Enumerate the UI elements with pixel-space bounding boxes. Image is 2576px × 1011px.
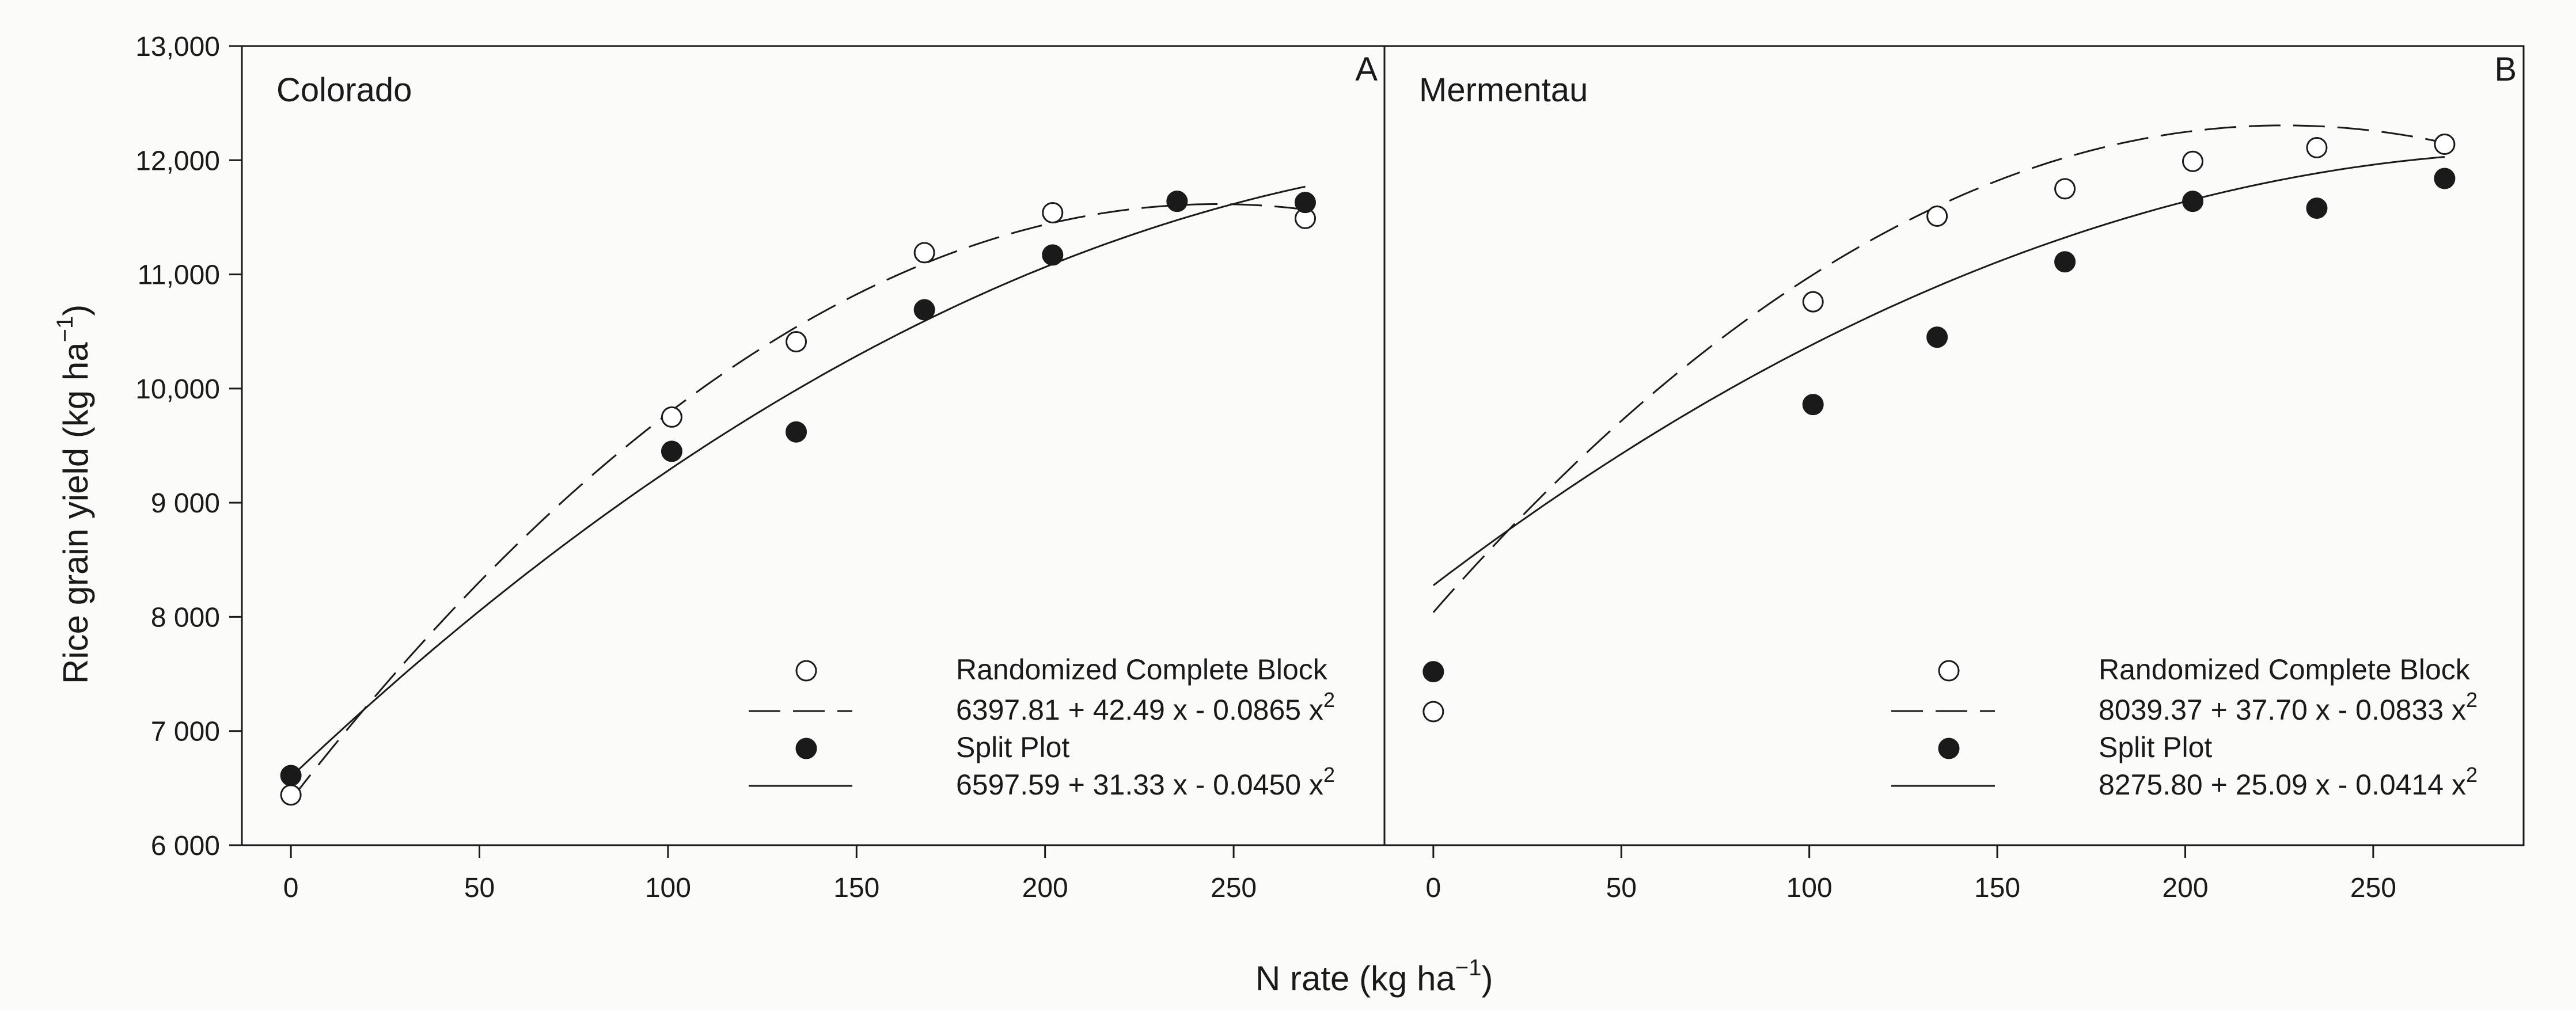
x-tick-label: 150 [1974,873,2020,903]
colorado-split-plot-point [661,440,682,462]
colorado-split-plot-point [1042,244,1064,266]
mermentau-randomized-complete-block-point [1422,701,1444,723]
colorado-legend-randomized-complete-block-symbol [795,660,817,682]
y-axis-title: Rice grain yield (kg ha−1) [52,305,95,684]
x-tick-label: 150 [833,873,879,903]
mermentau-randomized-complete-block-point [2306,136,2328,158]
y-tick-label: 9 000 [151,488,220,519]
mermentau-split-plot-point [2306,197,2328,219]
y-tick-label: 12,000 [135,146,220,176]
mermentau-legend-split-plot-symbol [1938,738,1960,759]
x-tick-label: 200 [2162,873,2208,903]
x-tick-label: 50 [464,873,495,903]
mermentau-legend-split-plot-equation: 8275.80 + 25.09 x - 0.0414 x2 [2099,763,2478,801]
mermentau-randomized-complete-block-point [1926,205,1948,227]
mermentau-randomized-complete-block-point [2054,178,2076,200]
colorado-legend-randomized-complete-block-label: Randomized Complete Block [956,653,1328,686]
mermentau-randomized-complete-block-fit-curve [1432,124,2445,613]
colorado-randomized-complete-block-point [661,406,682,428]
mermentau-split-plot-point [1802,394,1824,416]
x-tick-label: 100 [1786,873,1833,903]
mermentau-legend-randomized-complete-block-label: Randomized Complete Block [2099,653,2471,686]
colorado-split-plot-point [786,421,807,443]
colorado-split-plot-point [1294,192,1316,214]
mermentau-randomized-complete-block-point [2182,150,2204,172]
mermentau-panel-letter: B [2494,51,2517,88]
x-tick-label: 250 [2350,873,2396,903]
mermentau-randomized-complete-block-point [1802,291,1824,313]
y-tick-label: 10,000 [135,374,220,405]
mermentau-legend-randomized-complete-block-symbol [1938,660,1960,682]
y-tick-label: 13,000 [135,32,220,62]
colorado-split-plot-point [913,299,935,321]
y-tick-label: 8 000 [151,602,220,633]
colorado-split-plot-point [1166,191,1188,212]
colorado-legend-split-plot-symbol [795,738,817,759]
mermentau-plot-frame [1383,45,2525,846]
panel-colorado: 6 000 7 000 8 000 9 000 10,000 11,000 12,000 13… [135,32,1386,903]
mermentau-randomized-complete-block-point [2434,134,2456,155]
x-tick-label: 100 [645,873,691,903]
colorado-legend-split-plot-label: Split Plot [956,731,1069,763]
colorado-panel-letter: A [1355,51,1378,88]
x-axis-title: N rate (kg ha−1) [1255,955,1493,998]
colorado-randomized-complete-block-point [280,784,302,806]
colorado-split-plot-point [280,765,302,786]
colorado-randomized-complete-block-point [786,331,807,353]
x-tick-label: 0 [1426,873,1441,903]
colorado-panel-title: Colorado [276,71,412,109]
mermentau-split-plot-point [1422,661,1444,683]
mermentau-panel-title: Mermentau [1419,71,1588,109]
mermentau-split-plot-point [2182,191,2204,212]
mermentau-split-plot-point [1926,326,1948,348]
panel-mermentau: 0 50 100 150 200 250 Mermentau B Randomized Comp… [1383,45,2525,903]
y-tick-label: 7 000 [151,717,220,747]
mermentau-legend-split-plot-label: Split Plot [2099,731,2212,763]
colorado-legend-randomized-complete-block-equation: 6397.81 + 42.49 x - 0.0865 x2 [956,688,1335,726]
x-tick-label: 0 [283,873,299,903]
colorado-randomized-complete-block-point [1042,202,1064,223]
mermentau-legend-randomized-complete-block-equation: 8039.37 + 37.70 x - 0.0833 x2 [2099,688,2478,726]
mermentau-split-plot-fit-curve [1432,156,2445,586]
mermentau-split-plot-point [2434,168,2456,189]
x-tick-label: 50 [1606,873,1637,903]
x-tick-label: 250 [1211,873,1257,903]
colorado-split-plot-fit-curve [290,185,1306,778]
colorado-legend-split-plot-equation: 6597.59 + 31.33 x - 0.0450 x2 [956,763,1335,801]
y-tick-label: 6 000 [151,831,220,861]
colorado-randomized-complete-block-point [913,242,935,264]
x-tick-label: 200 [1022,873,1068,903]
y-tick-label: 11,000 [138,260,220,291]
mermentau-split-plot-point [2054,251,2076,273]
